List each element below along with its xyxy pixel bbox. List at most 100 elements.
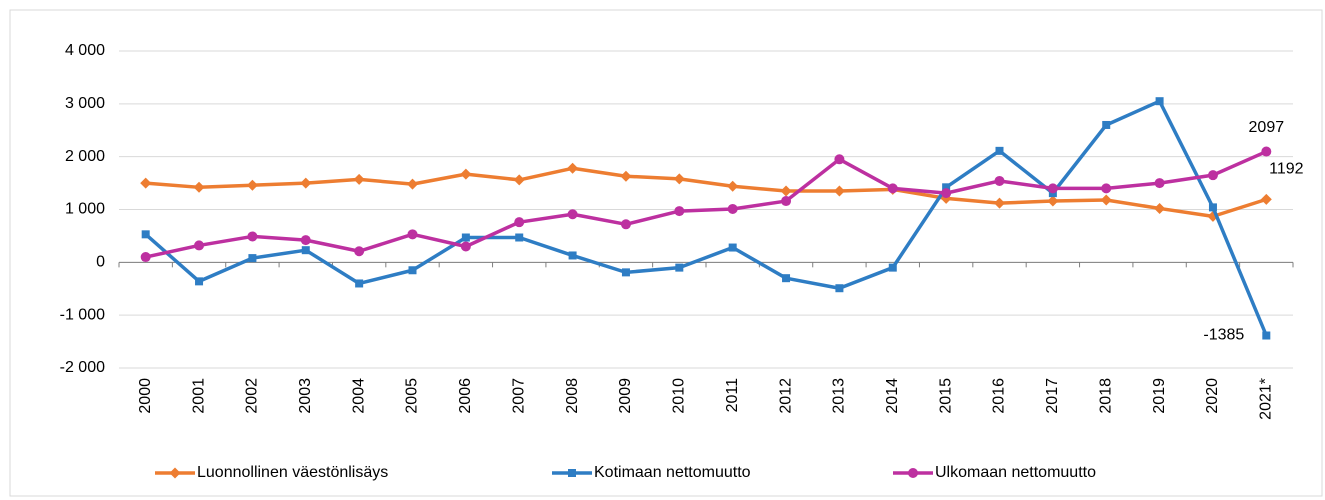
marker <box>140 252 151 263</box>
marker <box>674 206 685 217</box>
series-line <box>145 149 1268 259</box>
legend-label: Kotimaan nettomuutto <box>594 464 751 481</box>
marker <box>354 246 365 257</box>
y-tick-label: 4 000 <box>65 42 105 59</box>
marker <box>833 185 845 197</box>
marker <box>1047 183 1058 194</box>
chart-frame <box>9 9 1323 497</box>
marker <box>888 263 897 272</box>
marker <box>247 231 258 242</box>
x-tick-label: 2007 <box>510 378 527 414</box>
marker <box>193 181 205 193</box>
marker <box>353 173 365 185</box>
marker <box>620 219 631 230</box>
marker <box>941 188 952 199</box>
marker <box>301 246 310 255</box>
data-label: 2097 <box>1249 119 1285 136</box>
x-tick-label: 2017 <box>1044 378 1061 414</box>
x-tick-label: 2012 <box>777 378 794 414</box>
marker <box>942 183 951 192</box>
marker <box>567 162 579 174</box>
legend-label: Luonnollinen väestönlisäys <box>197 464 388 481</box>
marker <box>994 175 1005 186</box>
series <box>140 162 1272 222</box>
marker <box>515 233 524 242</box>
series <box>141 97 1271 340</box>
marker <box>728 243 737 252</box>
y-tick-label: 3 000 <box>65 95 105 112</box>
marker <box>407 178 418 190</box>
marker <box>675 263 684 272</box>
marker <box>887 183 898 194</box>
x-tick-label: 2013 <box>831 378 848 414</box>
marker <box>461 233 470 242</box>
marker <box>246 179 258 191</box>
series <box>140 146 1272 263</box>
x-tick-label: 2002 <box>244 378 261 414</box>
marker <box>1154 202 1166 214</box>
data-label: 1192 <box>1269 161 1304 178</box>
x-tick-label: 2000 <box>137 378 154 414</box>
marker <box>194 240 205 251</box>
marker <box>248 254 257 263</box>
marker <box>568 251 577 260</box>
marker <box>1208 203 1217 212</box>
marker <box>995 146 1004 155</box>
marker <box>300 235 311 246</box>
marker <box>1207 170 1218 181</box>
marker <box>300 177 312 189</box>
marker <box>620 170 632 182</box>
marker <box>673 173 685 185</box>
marker <box>621 268 630 277</box>
y-tick-label: 0 <box>96 254 105 271</box>
y-tick-label: 1 000 <box>65 201 105 218</box>
x-tick-label: 2003 <box>297 378 314 414</box>
x-tick-label: 2015 <box>937 378 954 414</box>
x-tick-label: 2009 <box>617 378 634 414</box>
marker <box>568 469 576 477</box>
series-line <box>145 166 1267 219</box>
marker <box>1154 178 1165 189</box>
marker <box>908 468 918 478</box>
x-tick-label: 2016 <box>991 378 1008 414</box>
marker <box>994 197 1005 209</box>
marker <box>460 168 472 180</box>
marker <box>1100 194 1112 206</box>
marker <box>780 185 792 197</box>
marker <box>407 229 418 240</box>
x-tick-label: 2019 <box>1151 378 1168 414</box>
marker <box>513 174 525 186</box>
marker <box>567 209 578 220</box>
series-line <box>144 99 1268 337</box>
marker <box>1047 195 1059 207</box>
marker <box>1155 97 1164 106</box>
x-tick-label: 2020 <box>1204 378 1221 414</box>
legend-label: Ulkomaan nettomuutto <box>935 464 1096 481</box>
marker <box>1101 183 1112 194</box>
marker <box>195 277 204 286</box>
marker <box>781 196 792 207</box>
x-tick-label: 2004 <box>350 378 367 414</box>
marker <box>1260 193 1272 205</box>
marker <box>141 230 150 239</box>
data-label: -1385 <box>1203 327 1244 344</box>
marker <box>169 467 181 479</box>
marker <box>727 203 738 214</box>
x-tick-label: 2010 <box>671 378 688 414</box>
marker <box>1261 146 1272 157</box>
marker <box>782 274 791 283</box>
marker <box>408 266 417 275</box>
x-tick-label: 2014 <box>884 378 901 414</box>
marker <box>514 217 525 228</box>
y-tick-label: -2 000 <box>60 359 105 376</box>
x-tick-label: 2018 <box>1097 378 1114 414</box>
marker <box>727 180 739 192</box>
x-tick-label: 2001 <box>190 378 207 414</box>
marker <box>460 241 471 252</box>
marker <box>835 284 844 293</box>
y-tick-label: 2 000 <box>65 148 105 165</box>
x-tick-label: 2006 <box>457 378 474 414</box>
marker <box>140 177 152 189</box>
x-tick-label: 2011 <box>724 378 741 413</box>
